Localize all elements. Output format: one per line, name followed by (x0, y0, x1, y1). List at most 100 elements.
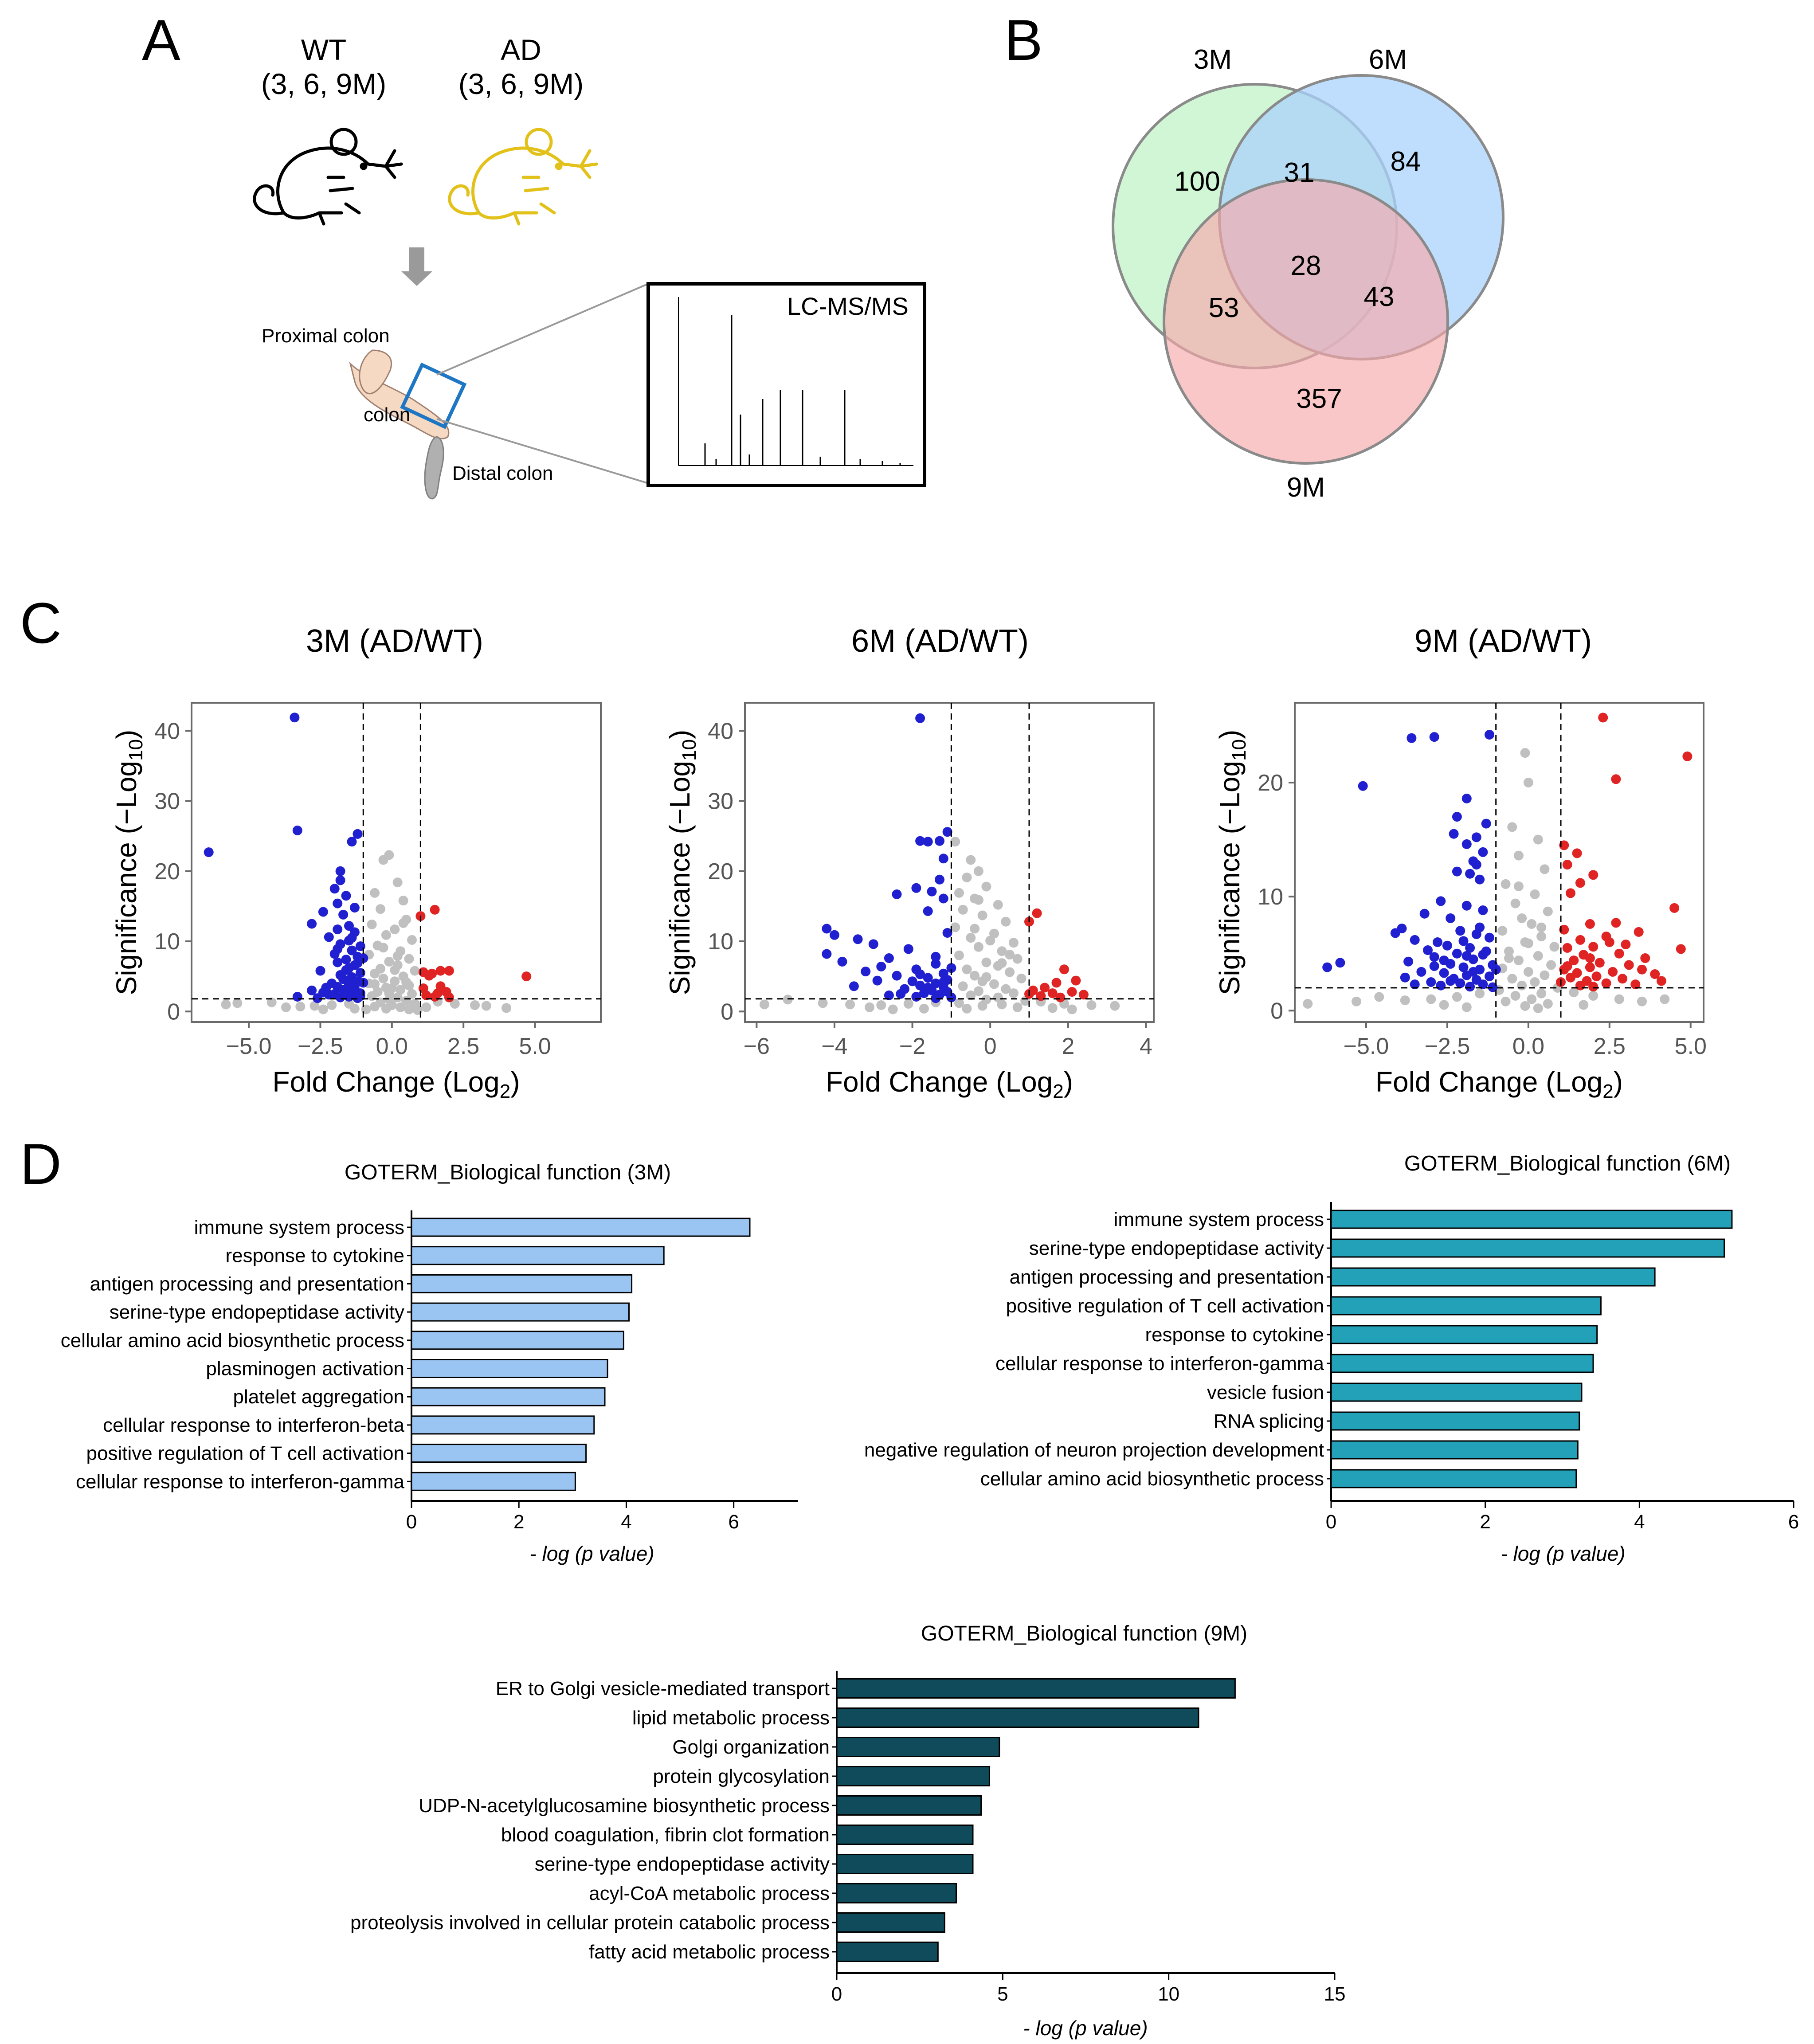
point-down (938, 977, 948, 987)
x-tick-label: 5.0 (1675, 1034, 1707, 1059)
point-ns (378, 973, 388, 983)
point-ns (1540, 864, 1550, 874)
point-ns (266, 997, 277, 1007)
point-up (1559, 924, 1569, 935)
x-tick-label: −2 (899, 1034, 925, 1059)
point-up (1078, 990, 1089, 1000)
point-ns (370, 1002, 380, 1012)
point-down (349, 903, 360, 913)
bar (836, 1854, 974, 1874)
point-down (1410, 979, 1420, 990)
colon-icon (349, 349, 467, 500)
point-down (333, 957, 343, 967)
category-label: cellular amino acid biosynthetic process (980, 1468, 1324, 1490)
venn-count-all: 28 (1291, 251, 1321, 281)
point-ns (1001, 916, 1011, 927)
point-ns (818, 998, 828, 1008)
point-ns (367, 920, 377, 929)
ad-label: AD (501, 33, 541, 66)
y-tick-label: 40 (154, 718, 180, 744)
point-down (1471, 832, 1481, 842)
point-up (1669, 903, 1680, 913)
x-tick-label: 0.0 (1512, 1034, 1544, 1059)
point-down (347, 837, 357, 847)
point-ns (1504, 946, 1514, 956)
point-ns (1400, 995, 1410, 1006)
category-label: UDP-N-acetylglucosamine biosynthetic pro… (419, 1795, 830, 1817)
point-ns (481, 1001, 491, 1011)
point-down (938, 893, 948, 904)
point-ns (997, 999, 1007, 1010)
point-down (1455, 926, 1465, 936)
point-up (444, 992, 454, 1002)
panel-label-b: B (1004, 8, 1043, 72)
point-down (1423, 945, 1433, 955)
point-ns (1012, 954, 1023, 964)
point-down (307, 919, 317, 929)
point-down (1481, 946, 1491, 956)
point-down (931, 993, 941, 1003)
bar (836, 1942, 939, 1962)
point-ns (1504, 953, 1514, 963)
go-bar-chart-3m: GOTERM_Biological function (3M) immune sy… (61, 1161, 798, 1565)
point-up (1059, 964, 1069, 975)
point-ns (1543, 906, 1553, 916)
point-up (1588, 870, 1599, 880)
bar (1330, 1296, 1602, 1316)
bar-chart-title-9m: GOTERM_Biological function (9M) (921, 1622, 1247, 1645)
point-up (1585, 919, 1595, 929)
point-down (1461, 951, 1472, 961)
point-down (324, 932, 334, 942)
bar (836, 1707, 1199, 1728)
point-down (1436, 896, 1446, 906)
category-label: acyl-CoA metabolic process (589, 1883, 830, 1904)
point-ns (1374, 992, 1384, 1002)
point-ns (1001, 984, 1011, 994)
point-ns (977, 1001, 987, 1011)
point-down (1446, 913, 1456, 923)
point-up (1588, 942, 1599, 952)
point-up (1562, 943, 1572, 953)
point-up (1569, 955, 1579, 966)
venn-count-only-6m: 84 (1391, 146, 1421, 177)
point-down (335, 866, 345, 876)
wt-mouse-icon (253, 128, 403, 226)
point-up (1618, 974, 1628, 984)
point-down (938, 854, 948, 864)
bar (411, 1387, 606, 1406)
point-up (1566, 972, 1575, 983)
category-label: negative regulation of neuron projection… (864, 1439, 1324, 1461)
x-tick-label: −4 (821, 1034, 847, 1059)
point-ns (950, 922, 960, 932)
point-down (907, 976, 917, 987)
point-ns (1614, 994, 1624, 1004)
point-down (923, 983, 933, 993)
ad-ages: (3, 6, 9M) (458, 67, 584, 100)
point-up (1071, 975, 1081, 986)
point-ns (1533, 1003, 1543, 1014)
venn-count-only-9m: 357 (1296, 384, 1342, 414)
point-ns (1527, 994, 1537, 1004)
point-ns (390, 965, 400, 975)
panel-label-d: D (20, 1132, 62, 1196)
point-ns (1005, 967, 1015, 977)
point-up (521, 971, 532, 982)
point-down (1426, 977, 1436, 987)
point-down (915, 713, 925, 723)
point-up (1562, 961, 1572, 971)
category-label: serine-type endopeptidase activity (535, 1853, 830, 1875)
x-tick-label: 0 (406, 1511, 417, 1533)
bar (1330, 1210, 1733, 1229)
bar (411, 1246, 665, 1265)
point-down (341, 891, 351, 901)
point-down (1471, 860, 1481, 870)
point-ns (1660, 994, 1670, 1004)
point-ns (966, 855, 976, 865)
point-down (338, 985, 349, 995)
point-up (1572, 848, 1582, 858)
x-tick-label: 2 (513, 1511, 524, 1533)
x-tick-label: −5.0 (1344, 1034, 1389, 1059)
point-down (1458, 962, 1469, 972)
point-ns (1110, 1001, 1120, 1011)
lcms-label: LC-MS/MS (787, 292, 909, 320)
